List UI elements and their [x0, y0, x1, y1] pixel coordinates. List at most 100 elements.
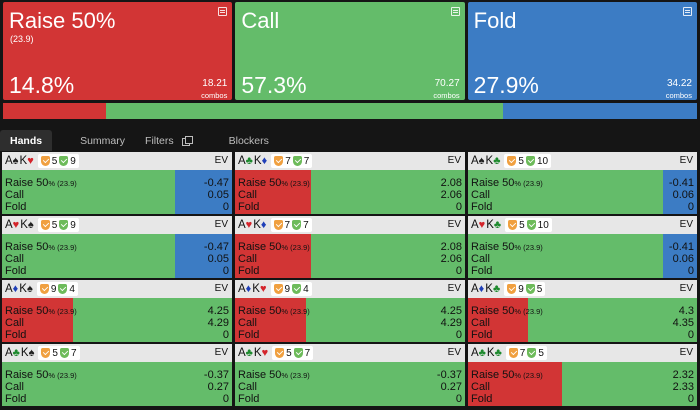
ev-value: 0.05	[207, 253, 229, 265]
ev-value: 0.27	[440, 381, 462, 393]
ev-label: EV	[447, 155, 461, 166]
hand-strategy: Raise 50% (23.9) 2.32 Call 2.33 Fold 0	[468, 362, 697, 406]
shield-check-icon	[292, 220, 302, 230]
hand-cell[interactable]: A ♥ K ♦ 7 7 EV Raise 50% (23.9) 2.08 Call	[235, 216, 465, 278]
card-suit: ♦	[260, 219, 267, 231]
action-combos-label: combos	[665, 91, 692, 100]
blocker-badges: 9 4	[270, 282, 312, 296]
action-label: Raise 50	[238, 368, 282, 381]
expand-icon[interactable]	[218, 7, 228, 16]
ev-label: EV	[447, 219, 461, 230]
raise-freq-fill	[235, 234, 311, 278]
row-call: Call 4.29	[2, 317, 232, 329]
tab-filters[interactable]: Filters	[135, 130, 201, 151]
action-name: Raise 50%	[9, 8, 116, 33]
row-raise: Raise 50% (23.9) -0.41	[468, 241, 697, 254]
card-rank: K	[19, 283, 27, 295]
card-suit: ♦	[12, 283, 19, 295]
hand-header: A ♥ K ♣ 5 10 EV	[468, 216, 697, 234]
card-suit: ♣	[245, 155, 253, 167]
hand-strategy: Raise 50% (23.9) 2.08 Call 2.06 Fold 0	[235, 234, 465, 278]
raise-freq-fill	[2, 298, 74, 342]
row-call: Call 2.06	[235, 189, 465, 201]
card-suit: ♠	[27, 219, 34, 231]
hand-header: A ♣ K ♥ 5 7 EV	[235, 344, 465, 362]
row-call: Call 4.29	[235, 317, 465, 329]
hand-strategy: Raise 50% (23.9) -0.47 Call 0.05 Fold 0	[2, 234, 232, 278]
hand-cell[interactable]: A ♣ K ♥ 5 7 EV Raise 50% (23.9) -0.37 Call	[235, 344, 465, 406]
badge-count: 5	[51, 219, 58, 231]
shield-check-icon	[292, 284, 302, 294]
action-label: Fold	[5, 265, 27, 277]
hand-header: A ♥ K ♠ 5 9 EV	[2, 216, 232, 234]
hand-cell[interactable]: A ♠ K ♥ 5 9 EV Raise 50% (23.9) -0.47 Call	[2, 152, 232, 214]
row-call: Call 4.35	[468, 317, 697, 329]
shield-check-icon	[59, 348, 69, 358]
blocker-badges: 9 4	[36, 282, 78, 296]
blocker-badges: 9 5	[504, 282, 546, 296]
action-label: Fold	[471, 265, 493, 277]
row-fold: Fold 0	[468, 393, 697, 405]
card-rank: K	[252, 283, 260, 295]
hand-strategy: Raise 50% (23.9) 4.25 Call 4.29 Fold 0	[2, 298, 232, 342]
hand-cell[interactable]: A ♦ K ♠ 9 4 EV Raise 50% (23.9) 4.25 Call	[2, 280, 232, 342]
hand-cell[interactable]: A ♠ K ♣ 5 10 EV Raise 50% (23.9) -0.41 Call	[468, 152, 697, 214]
shield-check-icon	[292, 156, 302, 166]
hand-strategy: Raise 50% (23.9) 2.08 Call 2.06 Fold 0	[235, 170, 465, 214]
badge-count: 9	[284, 283, 291, 295]
ev-label: EV	[679, 283, 693, 294]
hand-cell[interactable]: A ♥ K ♣ 5 10 EV Raise 50% (23.9) -0.41 Call	[468, 216, 697, 278]
hand-header: A ♦ K ♣ 9 5 EV	[468, 280, 697, 298]
hand-cards: A ♠ K ♣	[471, 155, 501, 167]
raise-freq-fill	[468, 298, 528, 342]
action-card-fold[interactable]: Fold 27.9% 34.22 combos	[467, 2, 697, 100]
row-raise: Raise 50% (23.9) 2.32	[468, 369, 697, 382]
ev-label: EV	[679, 219, 693, 230]
card-rank: K	[19, 155, 28, 167]
fold-freq-fill	[662, 234, 697, 278]
row-fold: Fold 0	[235, 329, 465, 341]
blocker-badges: 7 7	[270, 218, 312, 232]
fold-freq-fill	[662, 170, 697, 214]
expand-icon[interactable]	[450, 7, 460, 16]
expand-icon[interactable]	[682, 7, 692, 16]
tab-blockers[interactable]: Blockers	[219, 130, 279, 151]
hand-cell[interactable]: A ♣ K ♦ 7 7 EV Raise 50% (23.9) 2.08 Call	[235, 152, 465, 214]
ev-value: 2.08	[440, 177, 462, 189]
ev-value: 0	[687, 265, 694, 277]
card-rank: K	[253, 347, 262, 359]
card-suit: ♥	[259, 283, 267, 295]
hand-cell[interactable]: A ♥ K ♠ 5 9 EV Raise 50% (23.9) -0.47 Call	[2, 216, 232, 278]
hand-cell[interactable]: A ♣ K ♣ 7 5 EV Raise 50% (23.9) 2.32 Call	[468, 344, 697, 406]
copy-icon[interactable]	[181, 136, 193, 146]
tab-hands[interactable]: Hands	[0, 130, 53, 151]
hand-header: A ♣ K ♠ 5 7 EV	[2, 344, 232, 362]
badge-count: 5	[536, 283, 543, 295]
card-rank: A	[471, 155, 479, 167]
hand-cards: A ♥ K ♦	[238, 219, 268, 231]
hand-header: A ♦ K ♥ 9 4 EV	[235, 280, 465, 298]
row-fold: Fold 0	[2, 329, 232, 341]
ev-value: -0.41	[668, 177, 694, 189]
hand-cell[interactable]: A ♦ K ♣ 9 5 EV Raise 50% (23.9) 4.3 Call	[468, 280, 697, 342]
ev-value: 0	[455, 201, 462, 213]
hand-cell[interactable]: A ♦ K ♥ 9 4 EV Raise 50% (23.9) 4.25 Call	[235, 280, 465, 342]
card-suit: ♥	[478, 219, 486, 231]
card-rank: K	[20, 219, 28, 231]
action-percent: 14.8%	[9, 72, 75, 98]
action-card-raise[interactable]: Raise 50% (23.9) 14.8% 18.21 combos	[3, 2, 233, 100]
row-raise: Raise 50% (23.9) -0.47	[2, 177, 232, 190]
raise-freq-fill	[235, 298, 307, 342]
ev-value: 2.06	[440, 189, 462, 201]
row-fold: Fold 0	[2, 201, 232, 213]
ev-value: 0.06	[672, 253, 694, 265]
hand-strategy: Raise 50% (23.9) -0.47 Call 0.05 Fold 0	[2, 170, 232, 214]
shield-check-icon	[273, 220, 283, 230]
shield-check-icon	[39, 284, 49, 294]
action-card-call[interactable]: Call 57.3% 70.27 combos	[235, 2, 465, 100]
row-fold: Fold 0	[235, 201, 465, 213]
shield-check-icon	[59, 220, 69, 230]
hand-cell[interactable]: A ♣ K ♠ 5 7 EV Raise 50% (23.9) -0.37 Call	[2, 344, 232, 406]
row-raise: Raise 50% (23.9) -0.41	[468, 177, 697, 190]
tab-summary[interactable]: Summary	[70, 130, 135, 151]
